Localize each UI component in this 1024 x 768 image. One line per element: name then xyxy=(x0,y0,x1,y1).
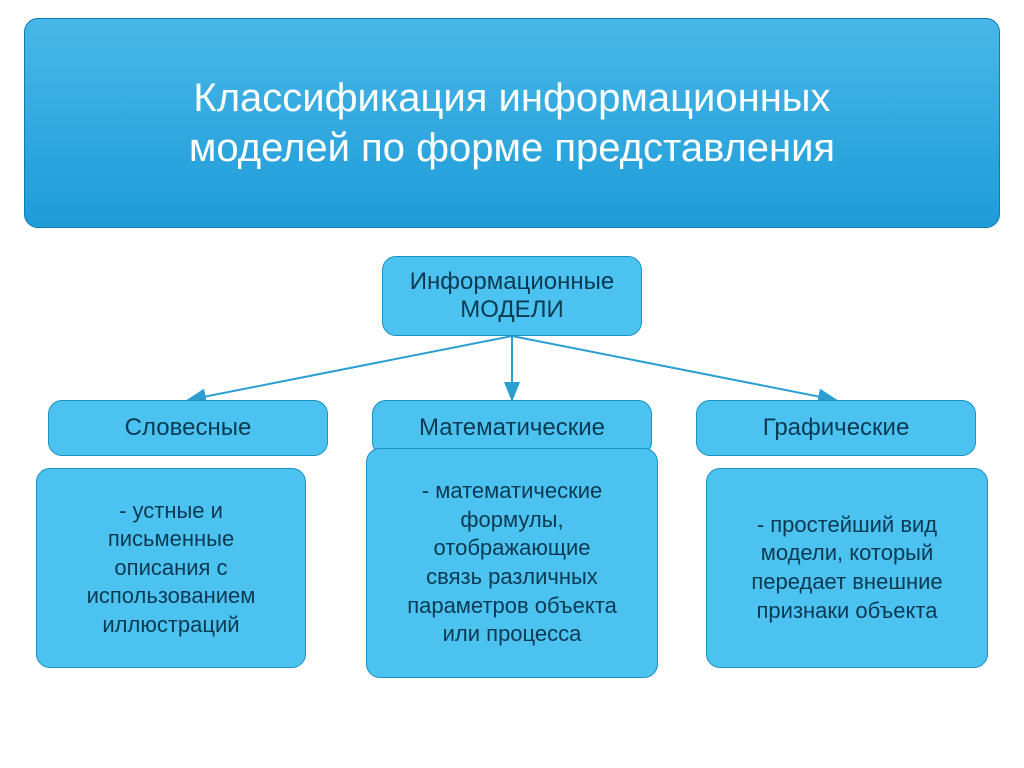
child-desc-mathematical: - математическиеформулы,отображающиесвяз… xyxy=(366,448,658,678)
child-node-verbal: Словесные xyxy=(48,400,328,456)
title-line-1: Классификация информационных xyxy=(193,76,830,120)
child-label-graphical: Графические xyxy=(763,414,910,442)
child-label-mathematical: Математические xyxy=(419,414,605,442)
child-desc-graphical: - простейший видмодели, которыйпередает … xyxy=(706,468,988,668)
title-text: Классификация информационных моделей по … xyxy=(189,73,835,173)
child-label-verbal: Словесные xyxy=(125,414,252,442)
root-node: ИнформационныеМОДЕЛИ xyxy=(382,256,642,336)
child-node-graphical: Графические xyxy=(696,400,976,456)
child-desc-verbal: - устные иписьменныеописания сиспользова… xyxy=(36,468,306,668)
diagram-canvas: Классификация информационных моделей по … xyxy=(0,0,1024,768)
title-banner: Классификация информационных моделей по … xyxy=(24,18,1000,228)
root-label: ИнформационныеМОДЕЛИ xyxy=(410,268,614,324)
child-desc-text-graphical: - простейший видмодели, которыйпередает … xyxy=(751,511,942,625)
title-line-2: моделей по форме представления xyxy=(189,126,835,170)
child-desc-text-verbal: - устные иписьменныеописания сиспользова… xyxy=(87,497,256,640)
child-desc-text-mathematical: - математическиеформулы,отображающиесвяз… xyxy=(407,477,617,649)
